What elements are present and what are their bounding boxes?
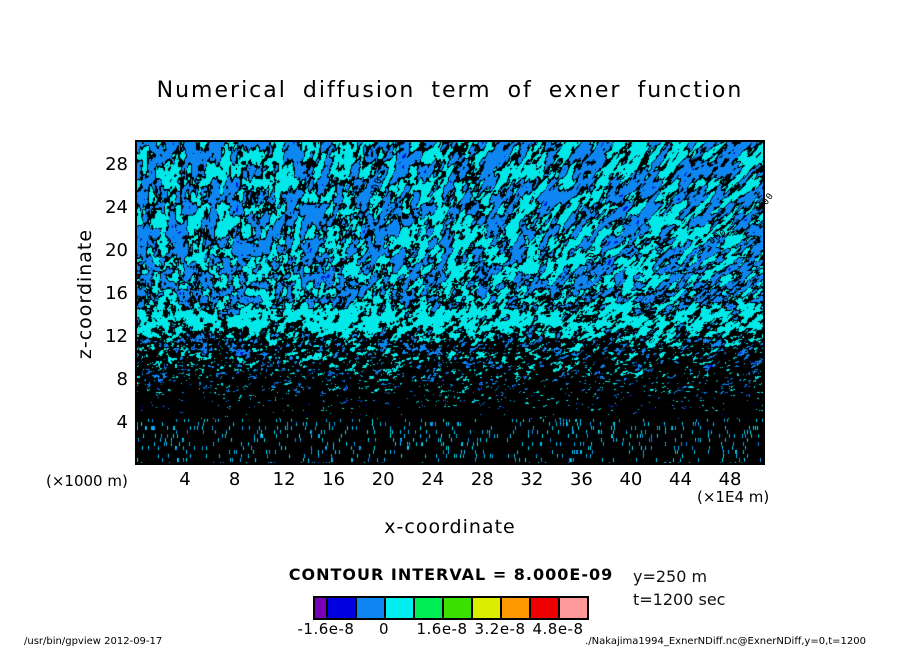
colorbar-tick-label: 0	[378, 620, 390, 638]
z-tick-label: 20	[105, 240, 128, 261]
x-tick-label: 48	[718, 469, 742, 490]
y-slice-annotation: y=250 m	[633, 567, 708, 586]
colorbar-cell	[444, 598, 473, 618]
z-tick-label: 8	[116, 369, 128, 390]
colorbar	[313, 596, 589, 620]
colorbar-cell	[386, 598, 415, 618]
x-tick-label: 24	[421, 469, 445, 490]
z-tick-label: 16	[105, 283, 128, 304]
command-and-date-stamp: /usr/bin/gpview 2012-09-17	[24, 636, 163, 647]
z-axis-unit: (×1000 m)	[46, 472, 128, 490]
x-tick-label: 40	[619, 469, 643, 490]
x-tick-label: 36	[569, 469, 593, 490]
z-tick-label: 12	[105, 326, 128, 347]
page-title: Numerical diffusion term of exner functi…	[156, 78, 744, 103]
contour-plot-area: 0.000 0.000 0.000 0.000	[135, 140, 776, 465]
x-axis-label: x-coordinate	[384, 516, 516, 538]
z-tick-label: 4	[116, 412, 128, 433]
colorbar-tick-label: 1.6e-8	[416, 620, 468, 638]
source-file-stamp: ./Nakajima1994_ExnerNDiff.nc@ExnerNDiff,…	[585, 636, 866, 647]
y-axis-ticks: 28 24 20 16 12 8 4	[92, 140, 128, 465]
colorbar-cell	[357, 598, 386, 618]
colorbar-tick-label: -1.6e-8	[297, 620, 355, 638]
colorbar-cell	[415, 598, 444, 618]
contour-field-canvas	[137, 142, 763, 463]
colorbar-cell	[473, 598, 502, 618]
t-slice-annotation: t=1200 sec	[633, 590, 726, 609]
x-axis-unit: (×1E4 m)	[697, 488, 770, 506]
contour-interval-heading: CONTOUR INTERVAL = 8.000E-09	[288, 565, 614, 584]
colorbar-cell	[502, 598, 531, 618]
z-tick-label: 24	[105, 197, 128, 218]
z-tick-label: 28	[105, 154, 128, 175]
colorbar-tick-label: 3.2e-8	[474, 620, 526, 638]
x-tick-label: 8	[228, 469, 241, 490]
colorbar-tick-label: 4.8e-8	[532, 620, 584, 638]
x-tick-label: 20	[371, 469, 395, 490]
x-tick-label: 4	[179, 469, 191, 490]
x-tick-label: 44	[669, 469, 692, 490]
colorbar-cell	[560, 598, 587, 618]
colorbar-cell	[315, 598, 328, 618]
colorbar-cell	[328, 598, 357, 618]
x-tick-label: 28	[470, 469, 494, 490]
x-tick-label: 16	[322, 469, 346, 490]
x-tick-label: 32	[520, 469, 544, 490]
colorbar-tick-labels: -1.6e-8 0 1.6e-8 3.2e-8 4.8e-8	[0, 620, 904, 640]
x-tick-label: 12	[272, 469, 296, 490]
colorbar-cell	[531, 598, 560, 618]
x-axis-ticks: 4 8 12 16 20 24 28 32 36 40 44 48	[0, 469, 904, 491]
y-axis-label: z-coordinate	[74, 228, 96, 360]
